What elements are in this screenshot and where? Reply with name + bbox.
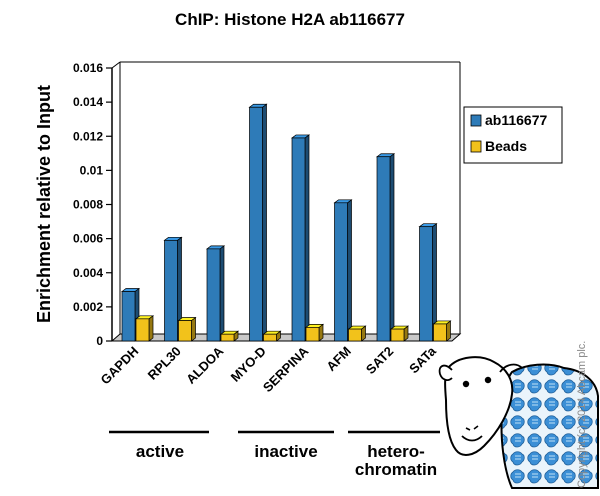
bar-ab116677-aldoa — [205, 245, 226, 342]
sheep-eye-right — [484, 376, 492, 384]
y-tick-label: 0.012 — [73, 129, 103, 143]
sheep-ear — [438, 364, 453, 381]
category-groups: active inactive hetero- chromatin — [109, 430, 440, 479]
plot-area — [110, 61, 462, 342]
bar-beads-myo-d — [262, 330, 282, 342]
sheep-mouth — [461, 435, 483, 442]
y-tick-label: 0.014 — [73, 95, 103, 109]
bar-ab116677-myo-d — [248, 103, 268, 342]
bar-beads-gapdh — [134, 315, 155, 342]
bar-beads-sata — [432, 320, 452, 342]
bar-ab116677-sat2 — [375, 153, 396, 342]
y-tick-label: 0 — [96, 334, 103, 348]
y-tick-label: 0.002 — [73, 300, 103, 314]
x-tick-label-myo-d: MYO-D — [228, 344, 269, 385]
y-axis-label: Enrichment relative to Input — [34, 85, 54, 323]
bar-beads-sat2 — [389, 325, 410, 342]
bar-beads-afm — [347, 325, 367, 342]
x-tick-label-afm: AFM — [323, 344, 354, 375]
legend-swatch-beads — [470, 140, 482, 153]
copyright-text: Copyright (c) 2014 Abcam plc. — [576, 341, 588, 488]
x-tick-label-gapdh: GAPDH — [98, 344, 142, 388]
group-label-heterochromatin-line2: chromatin — [355, 460, 437, 479]
legend-swatch-ab116677 — [470, 114, 482, 127]
x-tick-label-sat2: SAT2 — [363, 344, 396, 377]
group-label-heterochromatin: hetero- — [367, 442, 425, 461]
legend-label-beads: Beads — [485, 138, 527, 154]
chart-title: ChIP: Histone H2A ab116677 — [175, 10, 405, 29]
sheep-head — [444, 356, 514, 456]
group-label-active: active — [136, 442, 184, 461]
y-tick-label: 0.004 — [73, 266, 103, 280]
y-tick-label: 0.008 — [73, 198, 103, 212]
sheep-horn — [499, 363, 523, 373]
bar-ab116677-sata — [418, 222, 438, 342]
x-tick-label-serpina: SERPINA — [260, 343, 312, 395]
bar-beads-rpl30 — [177, 316, 197, 342]
bar-beads-aldoa — [219, 330, 240, 342]
y-tick-label: 0.01 — [80, 163, 104, 177]
bar-beads-serpina — [304, 323, 325, 342]
bar-ab116677-rpl30 — [163, 236, 183, 342]
y-tick-label: 0.016 — [73, 61, 103, 75]
sheep-nostrils — [465, 425, 479, 431]
plot-corner-edge — [111, 61, 121, 69]
bar-ab116677-afm — [333, 199, 353, 342]
x-tick-label-sata: SATa — [406, 343, 439, 376]
legend: ab116677 Beads — [463, 106, 563, 164]
y-tick-label: 0.006 — [73, 232, 103, 246]
x-tick-label-aldoa: ALDOA — [183, 343, 227, 387]
group-label-inactive: inactive — [254, 442, 317, 461]
x-tick-label-rpl30: RPL30 — [145, 344, 184, 383]
sheep-mascot-icon — [438, 356, 599, 489]
sheep-eye-left — [462, 380, 470, 388]
bar-ab116677-serpina — [290, 134, 311, 342]
legend-label-ab116677: ab116677 — [485, 112, 547, 128]
